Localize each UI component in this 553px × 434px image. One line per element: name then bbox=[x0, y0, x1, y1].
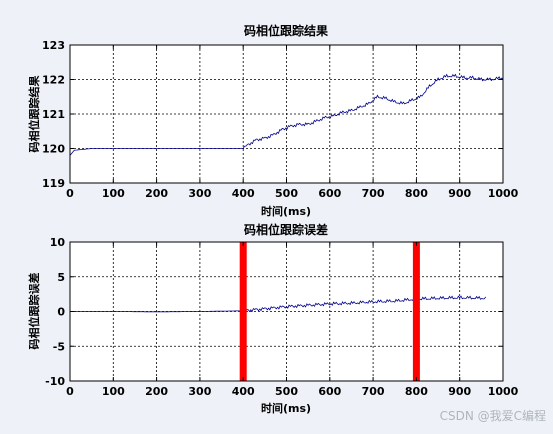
watermark: CSDN @我爱C编程 bbox=[440, 408, 546, 423]
y-tick-label: 122 bbox=[42, 74, 65, 87]
series-line bbox=[69, 73, 504, 156]
tracking-error-plot: 0 100 200 300 400 500 600 700 800 900 1000 -10 -5 0 5… bbox=[27, 222, 519, 415]
x-tick-label: 100 bbox=[102, 187, 125, 200]
x-tick-label: 800 bbox=[405, 385, 428, 398]
x-tick-label: 400 bbox=[232, 187, 255, 200]
x-tick-label: 600 bbox=[318, 385, 341, 398]
y-tick-label: -10 bbox=[45, 375, 65, 388]
marker-lines bbox=[239, 242, 420, 381]
x-tick-label: 300 bbox=[188, 385, 211, 398]
x-tick-label: 200 bbox=[145, 385, 168, 398]
y-tick-label: 120 bbox=[42, 143, 65, 156]
plot-title: 码相位跟踪误差 bbox=[244, 222, 328, 237]
x-axis-ticks: 0 100 200 300 400 500 600 700 800 900 1000 bbox=[66, 242, 519, 398]
x-tick-label: 0 bbox=[66, 187, 74, 200]
x-tick-label: 1000 bbox=[488, 187, 519, 200]
x-axis-label: 时间(ms) bbox=[261, 401, 311, 415]
x-tick-label: 500 bbox=[275, 385, 298, 398]
x-tick-label: 0 bbox=[66, 385, 74, 398]
x-tick-label: 800 bbox=[405, 187, 428, 200]
x-tick-label: 900 bbox=[448, 385, 471, 398]
y-tick-label: 5 bbox=[57, 271, 65, 284]
x-tick-label: 500 bbox=[275, 187, 298, 200]
tracking-result-plot: 0 100 200 300 400 500 600 700 800 900 1000 1191201… bbox=[27, 23, 519, 218]
y-axis-label: 码相位跟踪结果 bbox=[27, 76, 41, 153]
x-tick-label: 700 bbox=[362, 187, 385, 200]
x-tick-label: 600 bbox=[318, 187, 341, 200]
x-tick-label: 900 bbox=[448, 187, 471, 200]
x-tick-label: 400 bbox=[232, 385, 255, 398]
y-tick-label: 0 bbox=[57, 306, 65, 319]
y-axis-ticks: 119 120 121 122 123 bbox=[42, 39, 503, 190]
plot-title: 码相位跟踪结果 bbox=[244, 23, 328, 38]
y-tick-label: 121 bbox=[42, 108, 65, 121]
y-tick-label: 10 bbox=[50, 236, 66, 249]
y-tick-label: -5 bbox=[53, 340, 65, 353]
x-axis-label: 时间(ms) bbox=[261, 204, 311, 218]
y-tick-label: 119 bbox=[42, 177, 65, 190]
x-tick-label: 300 bbox=[188, 187, 211, 200]
y-axis-ticks: -10 -5 0 5 10 bbox=[45, 236, 503, 388]
y-axis-label: 码相位跟踪误差 bbox=[27, 273, 41, 350]
x-tick-label: 1000 bbox=[488, 385, 519, 398]
y-tick-label: 123 bbox=[42, 39, 65, 52]
x-tick-label: 100 bbox=[102, 385, 125, 398]
x-tick-label: 700 bbox=[362, 385, 385, 398]
x-axis-ticks: 0 100 200 300 400 500 600 700 800 900 1000 bbox=[66, 45, 519, 200]
x-tick-label: 200 bbox=[145, 187, 168, 200]
